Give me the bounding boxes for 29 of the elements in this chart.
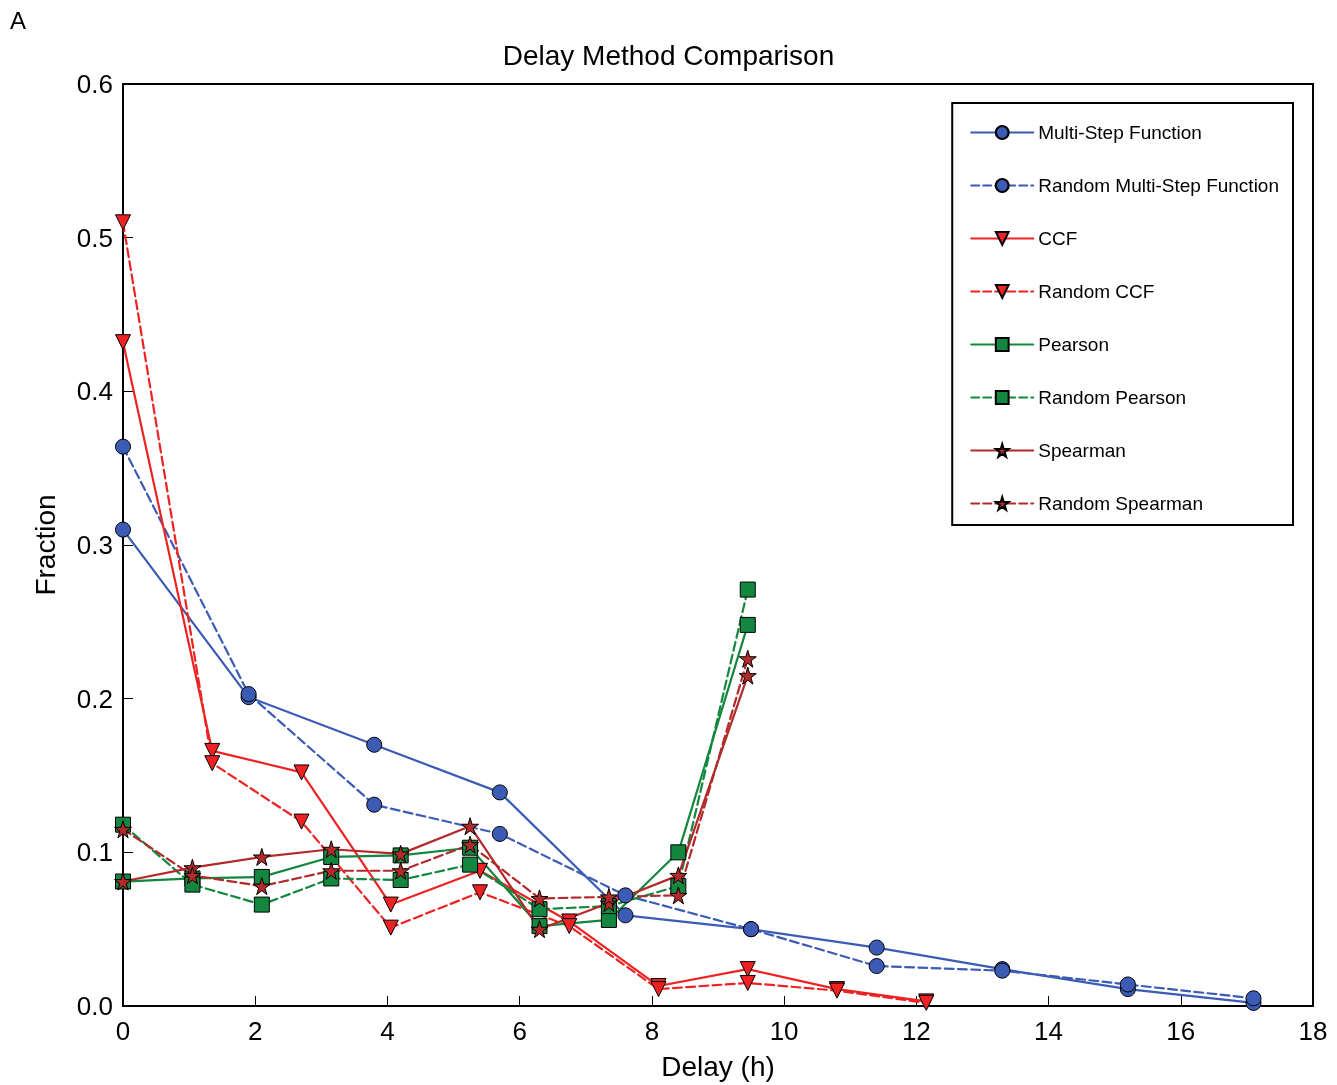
x-tick-label: 16 (1166, 1016, 1196, 1046)
x-tick-label: 6 (512, 1016, 527, 1046)
x-tick-label: 18 (1298, 1016, 1328, 1046)
text: A (10, 6, 27, 34)
legend-label: Multi-Step Function (1038, 122, 1202, 143)
y-tick-label: 0.3 (76, 530, 113, 560)
y-tick-label: 0.2 (76, 683, 113, 714)
x-tick-label: 4 (380, 1016, 395, 1046)
legend-label: Pearson (1038, 334, 1110, 355)
x-tick-label: 0 (115, 1016, 131, 1046)
x-axis-title: Delay (h) (661, 1050, 775, 1082)
y-tick-label: 0.6 (76, 69, 113, 99)
x-tick-label: 8 (644, 1016, 660, 1046)
legend-label: CCF (1038, 228, 1078, 249)
y-tick-label: 0.5 (76, 222, 113, 253)
legend-label: Spearman (1038, 440, 1126, 461)
legend-label: Random Multi-Step Function (1038, 175, 1280, 196)
legend-label: Random CCF (1038, 281, 1155, 302)
chart-title: Delay Method Comparison (502, 39, 835, 71)
x-tick-label: 10 (769, 1016, 799, 1046)
y-tick-label: 0.4 (76, 376, 113, 407)
y-tick-label: 0.1 (76, 837, 113, 868)
y-axis-title: Fraction (29, 494, 61, 596)
legend-label: Random Pearson (1038, 387, 1187, 408)
x-tick-label: 14 (1034, 1016, 1064, 1046)
legend-label: Random Spearman (1038, 493, 1203, 514)
y-tick-label: 0.0 (76, 991, 113, 1021)
x-tick-label: 12 (901, 1016, 931, 1046)
x-tick-label: 2 (247, 1016, 263, 1046)
